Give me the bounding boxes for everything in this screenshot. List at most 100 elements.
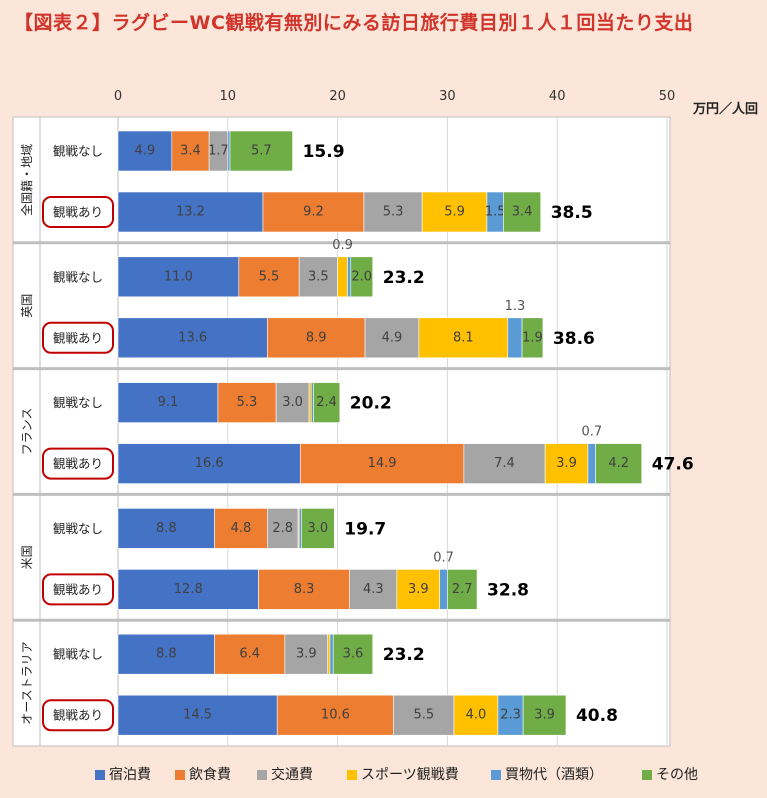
bar-segment (214, 508, 268, 549)
bar-segment (337, 256, 348, 298)
x-tick-label: 0 (114, 89, 122, 104)
bar-segment (587, 443, 596, 484)
bar-segment (117, 633, 215, 675)
bar-segment (544, 443, 589, 484)
row-label: 観戦あり (53, 708, 103, 723)
legend-label: 交通費 (271, 766, 313, 783)
group-label: 米国 (20, 545, 34, 569)
bar-segment (310, 382, 314, 423)
legend-label: その他 (656, 767, 698, 783)
x-tick-label: 10 (220, 89, 237, 104)
bar-segment (267, 317, 366, 359)
bar-segment (275, 382, 310, 423)
x-tick-label: 20 (329, 89, 346, 104)
bar-segment (117, 443, 301, 484)
total-label: 23.2 (383, 268, 425, 288)
bar-segment (332, 633, 374, 675)
total-label: 38.5 (551, 203, 593, 223)
legend-label: 飲食費 (189, 766, 231, 783)
data-label: 9.1 (158, 395, 179, 410)
bar-segment (276, 694, 394, 736)
bar-segment (439, 569, 448, 610)
legend-swatch (257, 770, 267, 780)
bar-segment (284, 633, 329, 675)
data-label: 1.3 (505, 299, 526, 314)
bar-segment (117, 317, 268, 359)
row-label: 観戦あり (53, 330, 103, 345)
group-label: 全国籍・地域 (19, 144, 34, 216)
bar-segment (421, 191, 488, 233)
bar-segment (497, 694, 524, 736)
data-label: 8.3 (294, 582, 315, 597)
bar-segment (313, 382, 341, 423)
data-label: 3.4 (180, 144, 201, 159)
total-label: 38.6 (553, 329, 595, 349)
bar-segment (117, 382, 219, 423)
data-label: 5.5 (413, 708, 434, 723)
row-label: 観戦あり (53, 582, 103, 597)
total-label: 32.8 (487, 580, 529, 600)
data-label: 10.6 (321, 708, 350, 723)
data-label: 8.9 (306, 330, 327, 345)
data-label: 7.4 (494, 456, 515, 471)
data-label: 5.7 (251, 144, 272, 159)
data-label: 3.0 (282, 395, 303, 410)
data-label: 6.4 (239, 647, 260, 662)
bar-segment (267, 508, 299, 549)
data-label: 9.2 (303, 205, 324, 220)
bar-segment (117, 694, 278, 736)
legend-label: スポーツ観戦費 (361, 766, 459, 783)
bar-segment (418, 317, 509, 359)
data-label: 2.4 (316, 395, 337, 410)
legend-swatch (347, 770, 357, 780)
data-label: 8.8 (156, 521, 177, 536)
data-label: 5.3 (237, 395, 258, 410)
data-label: 13.6 (178, 330, 207, 345)
bar-segment (349, 569, 398, 610)
highlight-box (42, 321, 114, 354)
data-label: 1.9 (522, 330, 543, 345)
bar-segment (364, 317, 420, 359)
bar-segment (298, 508, 302, 549)
total-label: 20.2 (350, 394, 392, 414)
row-label: 観戦なし (53, 144, 103, 159)
bar-segment (521, 317, 544, 359)
data-label: 12.8 (174, 582, 203, 597)
data-label: 14.9 (368, 456, 397, 471)
data-label: 13.2 (176, 205, 205, 220)
bar-segment (117, 130, 173, 172)
data-label: 16.6 (195, 456, 224, 471)
bar-segment (347, 256, 352, 298)
bar-segment (447, 569, 478, 610)
data-label: 4.9 (382, 330, 403, 345)
data-label: 3.9 (534, 708, 555, 723)
bar-segment (229, 130, 293, 172)
bar-segment (227, 130, 231, 172)
bar-segment (117, 508, 215, 549)
data-label: 3.6 (343, 647, 364, 662)
total-label: 40.8 (576, 706, 618, 726)
bar-segment (595, 443, 643, 484)
x-tick-label: 50 (659, 89, 676, 104)
data-label: 0.9 (332, 238, 353, 253)
bar-segment (308, 382, 312, 423)
data-label: 5.3 (383, 205, 404, 220)
bar-segment (301, 508, 335, 549)
data-label: 3.4 (512, 205, 533, 220)
bar-segment (463, 443, 546, 484)
legend-swatch (642, 770, 652, 780)
highlight-box (42, 196, 114, 228)
data-label: 8.8 (156, 647, 177, 662)
bar-segment (396, 569, 441, 610)
bar-segment (350, 256, 374, 298)
data-label: 4.8 (231, 521, 252, 536)
data-label: 1.7 (208, 144, 229, 159)
total-label: 19.7 (344, 519, 386, 539)
legend-label: 買物代（酒類） (505, 767, 603, 783)
bar-segment (327, 633, 331, 675)
bar-segment (299, 443, 465, 484)
data-label: 2.0 (351, 269, 372, 284)
bar-segment (453, 694, 499, 736)
bar-segment (262, 191, 365, 233)
